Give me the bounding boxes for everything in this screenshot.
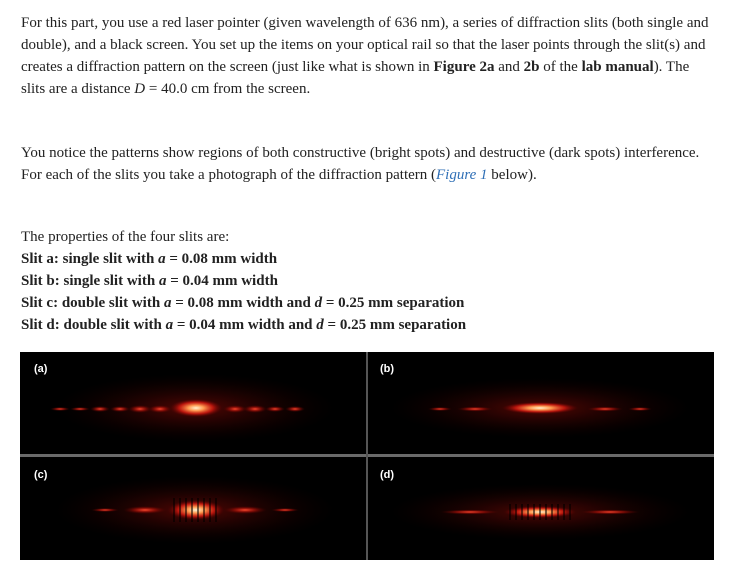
text-run: = 0.25 mm separation [322, 295, 465, 311]
text-run: You notice the patterns show regions of … [21, 145, 700, 183]
text-run: below). [487, 167, 537, 183]
text-run: Slit a: single slit with [21, 251, 159, 267]
paragraph: For this part, you use a red laser point… [21, 12, 711, 100]
text-run: Figure 2a [433, 59, 495, 75]
figure-link[interactable]: Figure 1 [436, 167, 488, 183]
text-line: You notice the patterns show regions of … [21, 142, 711, 186]
text-run: Slit d: double slit with [21, 317, 166, 333]
text-run: d [316, 317, 324, 333]
text-line: The properties of the four slits are: [21, 226, 711, 248]
text-run: = 0.25 mm separation [323, 317, 467, 333]
text-run: Slit b: single slit with [21, 273, 159, 289]
text-run: and [494, 59, 524, 75]
panel-label: (a) [34, 363, 48, 375]
pattern-d [390, 484, 690, 540]
text-run: lab manual [581, 59, 654, 75]
text-line: For this part, you use a red laser point… [21, 12, 711, 100]
panel-label: (b) [380, 363, 394, 375]
text-run: ). The slits are a distance [21, 59, 690, 97]
text-run: The properties of the four slits are: [21, 229, 230, 245]
text-line: Slit a: single slit with a = 0.08 mm wid… [21, 248, 711, 270]
panel-label: (c) [34, 469, 48, 481]
text-run: Slit c: double slit with [21, 295, 164, 311]
text-line: Slit b: single slit with a = 0.04 mm wid… [21, 270, 711, 292]
text-run: a [158, 273, 167, 289]
paragraph: The properties of the four slits are: Sli… [21, 226, 711, 336]
text-run: a [165, 317, 174, 333]
text-run: d [314, 295, 323, 311]
text-run: 2b [523, 59, 540, 75]
divider [366, 352, 368, 560]
pattern-c [55, 476, 335, 544]
text-run: = 0.04 mm width and [173, 317, 317, 333]
text-run: a [158, 251, 166, 267]
pattern-b [390, 378, 690, 438]
text-run: = 0.08 mm width and [171, 295, 315, 311]
text-run: of the [539, 59, 582, 75]
text-line: Slit c: double slit with a = 0.08 mm wid… [21, 292, 711, 314]
text-run: a [163, 295, 172, 311]
text-run: For this part, you use a red laser point… [21, 15, 709, 75]
text-line: Slit d: double slit with a = 0.04 mm wid… [21, 314, 711, 336]
text-run: = 0.08 mm width [165, 251, 278, 267]
panel-label: (d) [380, 469, 394, 481]
pattern-a [50, 374, 335, 442]
figure: (a) (b) (c) (d) [20, 352, 714, 560]
text-run: D [134, 81, 146, 97]
text-run: = 0.04 mm width [166, 273, 278, 289]
text-run: = 40.0 cm from the screen. [145, 81, 311, 97]
paragraph: You notice the patterns show regions of … [21, 142, 711, 186]
